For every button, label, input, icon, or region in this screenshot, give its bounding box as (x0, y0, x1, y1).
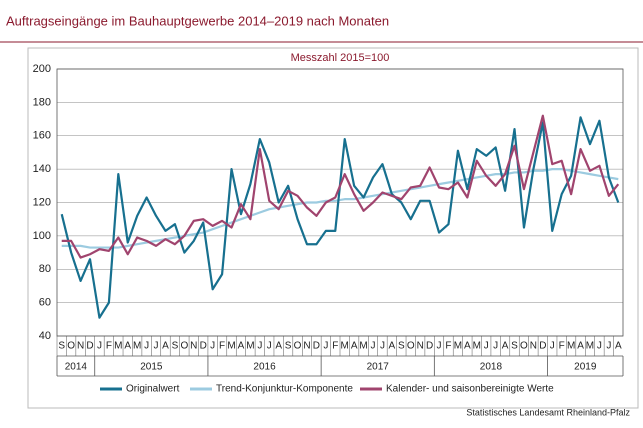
year-label: 2018 (480, 362, 503, 373)
x-tick-label: S (58, 341, 65, 352)
legend-label: Kalender- und saisonbereinigte Werte (386, 384, 554, 395)
x-tick-label: M (341, 341, 349, 352)
chart-title: Auftragseingänge im Bauhauptgewerbe 2014… (6, 13, 389, 28)
year-label: 2016 (253, 362, 276, 373)
x-tick-label: J (154, 341, 159, 352)
x-tick-label: F (106, 341, 112, 352)
legend-label: Trend-Konjunktur-Komponente (216, 384, 353, 395)
y-tick-label: 180 (33, 96, 51, 108)
y-tick-label: 80 (39, 263, 51, 275)
x-tick-label: M (359, 341, 367, 352)
x-tick-label: J (210, 341, 215, 352)
y-tick-label: 60 (39, 297, 51, 309)
x-tick-label: J (267, 341, 272, 352)
x-tick-label: J (437, 341, 442, 352)
y-tick-label: 200 (33, 63, 51, 75)
chart-frame (27, 47, 639, 409)
x-tick-label: J (97, 341, 102, 352)
x-tick-label: J (323, 341, 328, 352)
x-tick-label: A (162, 341, 169, 352)
x-tick-label: F (332, 341, 338, 352)
x-tick-label: J (371, 341, 376, 352)
x-tick-label: F (445, 341, 451, 352)
x-tick-label: M (473, 341, 481, 352)
x-tick-label: F (559, 341, 565, 352)
x-tick-label: J (257, 341, 262, 352)
x-tick-label: M (246, 341, 254, 352)
y-tick-label: 160 (33, 130, 51, 142)
x-tick-label: A (615, 341, 622, 352)
x-tick-label: F (219, 341, 225, 352)
x-tick-label: J (606, 341, 611, 352)
x-tick-label: A (351, 341, 358, 352)
x-tick-label: O (294, 341, 302, 352)
x-tick-label: S (285, 341, 292, 352)
y-tick-label: 40 (39, 330, 51, 342)
x-tick-label: S (398, 341, 405, 352)
x-tick-label: J (380, 341, 385, 352)
x-tick-label: S (511, 341, 518, 352)
x-tick-label: N (530, 341, 537, 352)
x-tick-label: O (407, 341, 415, 352)
year-label: 2017 (367, 362, 390, 373)
x-tick-label: M (227, 341, 235, 352)
y-tick-label: 100 (33, 230, 51, 242)
subtitle: Messzahl 2015=100 (291, 52, 390, 64)
x-tick-label: O (520, 341, 528, 352)
x-tick-label: A (389, 341, 396, 352)
series-line (61, 114, 620, 259)
x-tick-label: D (539, 341, 546, 352)
y-tick-label: 120 (33, 196, 51, 208)
x-tick-label: S (172, 341, 179, 352)
x-tick-label: J (493, 341, 498, 352)
legend-label: Originalwert (126, 384, 180, 395)
year-label: 2015 (140, 362, 163, 373)
year-label: 2014 (65, 362, 88, 373)
x-tick-label: D (86, 341, 93, 352)
y-tick-label: 140 (33, 163, 51, 175)
x-tick-label: N (190, 341, 197, 352)
year-label: 2019 (574, 362, 597, 373)
x-tick-label: A (464, 341, 471, 352)
x-tick-label: M (586, 341, 594, 352)
series-line (61, 168, 619, 249)
x-tick-label: D (313, 341, 320, 352)
x-tick-label: A (577, 341, 584, 352)
x-tick-label: A (124, 341, 131, 352)
x-tick-label: A (238, 341, 245, 352)
x-tick-label: N (303, 341, 310, 352)
x-tick-label: N (417, 341, 424, 352)
x-tick-label: D (426, 341, 433, 352)
x-tick-label: M (454, 341, 462, 352)
x-tick-label: J (597, 341, 602, 352)
x-tick-label: J (484, 341, 489, 352)
x-tick-label: D (200, 341, 207, 352)
x-tick-label: N (77, 341, 84, 352)
x-tick-label: J (144, 341, 149, 352)
x-tick-label: M (567, 341, 575, 352)
x-tick-label: A (275, 341, 282, 352)
x-tick-label: J (550, 341, 555, 352)
x-tick-label: O (67, 341, 75, 352)
x-tick-label: O (180, 341, 188, 352)
source: Statistisches Landesamt Rheinland-Pfalz (466, 407, 630, 417)
x-tick-label: A (502, 341, 509, 352)
x-tick-label: M (133, 341, 141, 352)
x-tick-label: M (114, 341, 122, 352)
